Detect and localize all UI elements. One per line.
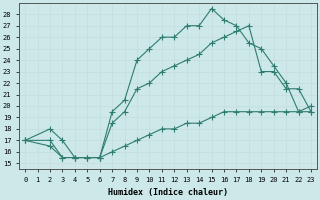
X-axis label: Humidex (Indice chaleur): Humidex (Indice chaleur) <box>108 188 228 197</box>
